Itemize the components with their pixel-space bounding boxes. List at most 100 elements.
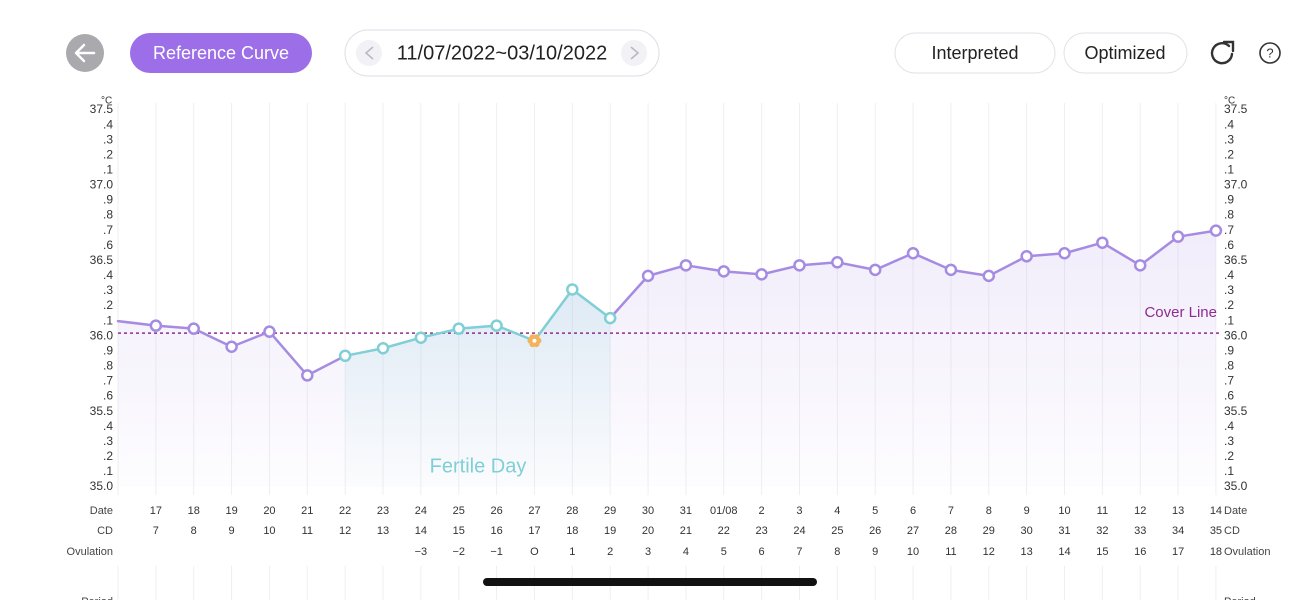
y2-tick-label: 37.0 bbox=[1224, 178, 1248, 192]
line-segment bbox=[760, 264, 801, 276]
y2-tick-label: .4 bbox=[1224, 268, 1234, 282]
cd-label: 22 bbox=[718, 525, 730, 537]
point bbox=[982, 269, 996, 283]
cd-label: 18 bbox=[566, 525, 578, 537]
point bbox=[944, 263, 958, 277]
point bbox=[755, 268, 768, 281]
cd-label: 21 bbox=[680, 525, 692, 537]
ovulation-label: 4 bbox=[683, 546, 689, 558]
point bbox=[603, 311, 617, 325]
cd-label: 27 bbox=[907, 525, 919, 537]
row-label: CD bbox=[97, 525, 113, 537]
point bbox=[225, 340, 238, 354]
date-label: 17 bbox=[150, 505, 162, 517]
ovulation-label: 2 bbox=[607, 546, 613, 558]
y-tick-label: .3 bbox=[103, 283, 113, 297]
cd-label: 16 bbox=[490, 525, 502, 537]
line-segment bbox=[1176, 229, 1218, 238]
y2-tick-label: .3 bbox=[1224, 132, 1234, 146]
date-label: 22 bbox=[339, 505, 351, 517]
ovulation-label: 8 bbox=[834, 546, 840, 558]
line-segment bbox=[230, 330, 271, 349]
date-label: 4 bbox=[834, 505, 840, 517]
reference-curve-button[interactable]: Reference Curve bbox=[130, 33, 312, 73]
ovulation-label: −2 bbox=[452, 546, 465, 558]
point bbox=[414, 331, 428, 344]
point bbox=[1209, 224, 1223, 237]
line-segment bbox=[154, 324, 195, 330]
cd-label: 29 bbox=[983, 525, 995, 537]
line-segment bbox=[306, 354, 347, 377]
line-segment bbox=[722, 270, 763, 276]
line-segment bbox=[268, 330, 309, 377]
line-segment bbox=[381, 336, 423, 350]
cd-label: 33 bbox=[1134, 525, 1146, 537]
y2-tick-label: .4 bbox=[1224, 117, 1234, 131]
y2-tick-label: .9 bbox=[1224, 343, 1234, 357]
y-tick-label: .7 bbox=[103, 223, 113, 237]
next-arrow[interactable] bbox=[621, 40, 647, 66]
optimized-tab[interactable]: Optimized bbox=[1063, 32, 1188, 74]
ovulation-label: 15 bbox=[1096, 546, 1108, 558]
button-label: Reference Curve bbox=[153, 43, 289, 63]
y-tick-label: 36.5 bbox=[90, 253, 114, 267]
y-tick-label: .8 bbox=[103, 208, 113, 222]
point bbox=[1058, 247, 1071, 260]
y2-tick-label: .6 bbox=[1224, 238, 1234, 252]
point bbox=[490, 319, 503, 332]
interpreted-tab[interactable]: Interpreted bbox=[894, 32, 1056, 74]
y2-tick-label: 36.5 bbox=[1224, 253, 1248, 267]
y2-tick-label: .3 bbox=[1224, 434, 1234, 448]
date-label: 6 bbox=[910, 505, 916, 517]
cd-label: 10 bbox=[263, 525, 275, 537]
date-range: 11/07/2022~03/10/2022 bbox=[397, 42, 607, 64]
ovulation-label: 13 bbox=[1021, 546, 1033, 558]
date-label: 26 bbox=[490, 505, 502, 517]
cd-label: 26 bbox=[869, 525, 881, 537]
line-segment bbox=[1063, 241, 1104, 255]
y2-tick-label: .8 bbox=[1224, 208, 1234, 222]
y-tick-label: 35.0 bbox=[90, 479, 114, 493]
date-label: 21 bbox=[301, 505, 313, 517]
y2-tick-label: .2 bbox=[1224, 147, 1234, 161]
cd-label: 28 bbox=[945, 525, 957, 537]
back-button[interactable] bbox=[66, 34, 104, 72]
line-segment bbox=[533, 288, 574, 342]
ovulation-label: 12 bbox=[983, 546, 995, 558]
ovulation-label: O bbox=[530, 546, 539, 558]
line-segment bbox=[495, 324, 536, 342]
y-tick-label: .2 bbox=[103, 298, 113, 312]
line-segment bbox=[949, 268, 991, 278]
share-icon[interactable] bbox=[1210, 40, 1235, 65]
cd-label: 15 bbox=[453, 525, 465, 537]
y-tick-label: 37.5 bbox=[90, 102, 114, 116]
y-tick-label: .3 bbox=[103, 434, 113, 448]
y2-tick-label: 35.5 bbox=[1224, 404, 1248, 418]
prev-arrow[interactable] bbox=[356, 40, 382, 66]
ovulation-label: 5 bbox=[721, 546, 727, 558]
cd-label: 25 bbox=[831, 525, 843, 537]
cd-label: 19 bbox=[604, 525, 616, 537]
area bbox=[118, 230, 1216, 487]
point bbox=[793, 259, 806, 272]
date-label: 19 bbox=[225, 505, 237, 517]
point bbox=[1171, 230, 1185, 243]
point bbox=[1133, 259, 1147, 272]
cd-label: 23 bbox=[755, 525, 767, 537]
help-button[interactable]: ? bbox=[1259, 42, 1281, 64]
point bbox=[831, 256, 844, 269]
cd-label: 11 bbox=[302, 525, 313, 537]
date-label: 11 bbox=[1097, 505, 1108, 517]
fertile-area bbox=[345, 289, 611, 487]
point bbox=[566, 283, 579, 296]
cd-label: 32 bbox=[1096, 525, 1108, 537]
date-label: 14 bbox=[1210, 505, 1222, 517]
point bbox=[906, 247, 920, 260]
ovulation-label: 6 bbox=[759, 546, 765, 558]
point bbox=[376, 342, 390, 355]
date-label: 12 bbox=[1134, 505, 1146, 517]
cd-label: 17 bbox=[528, 525, 540, 537]
row-label: Period bbox=[1224, 596, 1256, 600]
y-tick-label: .7 bbox=[103, 374, 113, 388]
